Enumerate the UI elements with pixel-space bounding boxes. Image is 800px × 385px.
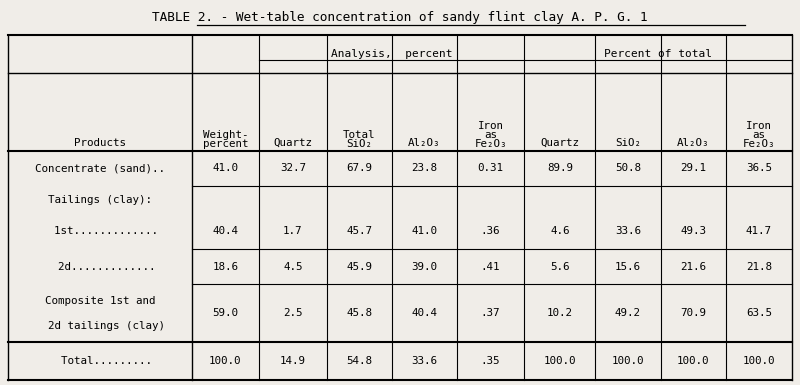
Text: 23.8: 23.8 [411,164,438,174]
Text: Analysis,  percent: Analysis, percent [331,49,453,59]
Text: 100.0: 100.0 [209,356,242,366]
Text: 41.7: 41.7 [746,226,772,236]
Text: Composite 1st and: Composite 1st and [45,296,155,306]
Text: 45.9: 45.9 [346,262,372,272]
Text: 89.9: 89.9 [547,164,573,174]
Text: 59.0: 59.0 [212,308,238,318]
Text: Weight-: Weight- [202,130,248,140]
Text: 1st.............: 1st............. [42,226,158,236]
Text: 50.8: 50.8 [615,164,641,174]
Text: 40.4: 40.4 [411,308,438,318]
Text: 100.0: 100.0 [544,356,576,366]
Text: Al₂O₃: Al₂O₃ [408,138,441,148]
Text: 2d tailings (clay): 2d tailings (clay) [34,321,165,331]
Text: Iron: Iron [478,121,503,131]
Text: SiO₂: SiO₂ [615,138,641,148]
Text: as: as [752,130,766,140]
Text: Fe₂O₃: Fe₂O₃ [742,139,775,149]
Text: 10.2: 10.2 [547,308,573,318]
Text: as: as [484,130,497,140]
Text: 15.6: 15.6 [615,262,641,272]
Text: 33.6: 33.6 [615,226,641,236]
Text: Total.........: Total......... [48,356,152,366]
Text: .41: .41 [481,262,500,272]
Text: 67.9: 67.9 [346,164,372,174]
Text: .37: .37 [481,308,500,318]
Text: Tailings (clay):: Tailings (clay): [48,195,152,205]
Text: 36.5: 36.5 [746,164,772,174]
Text: .35: .35 [481,356,500,366]
Text: 49.2: 49.2 [615,308,641,318]
Text: 70.9: 70.9 [680,308,706,318]
Text: 32.7: 32.7 [280,164,306,174]
Text: Percent of total: Percent of total [604,49,712,59]
Text: SiO₂: SiO₂ [346,139,372,149]
Text: 1.7: 1.7 [283,226,302,236]
Text: 0.31: 0.31 [478,164,503,174]
Text: Quartz: Quartz [540,138,579,148]
Text: 2d.............: 2d............. [45,262,155,272]
Text: 100.0: 100.0 [612,356,644,366]
Text: 45.7: 45.7 [346,226,372,236]
Text: 39.0: 39.0 [411,262,438,272]
Text: 21.6: 21.6 [680,262,706,272]
Text: 63.5: 63.5 [746,308,772,318]
Text: 100.0: 100.0 [742,356,775,366]
Text: Al₂O₃: Al₂O₃ [677,138,710,148]
Text: 41.0: 41.0 [212,164,238,174]
Text: 2.5: 2.5 [283,308,302,318]
Text: 49.3: 49.3 [680,226,706,236]
Text: Fe₂O₃: Fe₂O₃ [474,139,507,149]
Text: 54.8: 54.8 [346,356,372,366]
Text: 14.9: 14.9 [280,356,306,366]
Text: TABLE 2. - Wet-table concentration of sandy flint clay A. P. G. 1: TABLE 2. - Wet-table concentration of sa… [152,12,648,25]
Text: 100.0: 100.0 [677,356,710,366]
Text: .36: .36 [481,226,500,236]
Text: 45.8: 45.8 [346,308,372,318]
Text: Concentrate (sand)..: Concentrate (sand).. [34,164,165,174]
Text: 4.5: 4.5 [283,262,302,272]
Text: Total: Total [343,130,375,140]
Text: 41.0: 41.0 [411,226,438,236]
Text: 21.8: 21.8 [746,262,772,272]
Text: 29.1: 29.1 [680,164,706,174]
Text: percent: percent [202,139,248,149]
Text: 5.6: 5.6 [550,262,570,272]
Text: Iron: Iron [746,121,772,131]
Text: 33.6: 33.6 [411,356,438,366]
Text: 18.6: 18.6 [212,262,238,272]
Text: Products: Products [74,138,126,148]
Text: 40.4: 40.4 [212,226,238,236]
Text: Quartz: Quartz [274,138,312,148]
Text: 4.6: 4.6 [550,226,570,236]
